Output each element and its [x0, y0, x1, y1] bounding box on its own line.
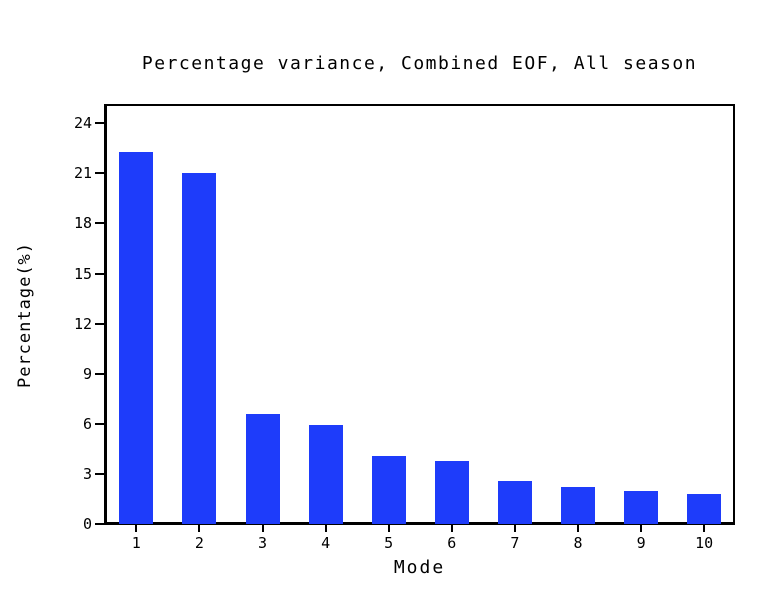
y-tick-label: 18	[73, 214, 92, 233]
x-tick	[450, 525, 453, 532]
y-tick	[95, 322, 104, 325]
x-tick-label: 7	[510, 534, 520, 552]
y-tick-label: 15	[73, 264, 92, 283]
y-tick	[95, 272, 104, 275]
y-tick	[95, 122, 104, 125]
y-tick-label: 21	[73, 164, 92, 183]
bar-mode-1	[119, 151, 154, 524]
bar-mode-8	[561, 487, 595, 524]
x-tick	[703, 525, 706, 532]
x-tick-label: 8	[573, 534, 583, 552]
y-tick-label: 24	[73, 114, 92, 133]
bar-mode-2	[182, 173, 217, 524]
x-tick-label: 5	[384, 534, 394, 552]
x-tick	[198, 525, 201, 532]
y-tick	[95, 422, 104, 425]
chart-title: Percentage variance, Combined EOF, All s…	[141, 53, 698, 74]
x-tick	[324, 525, 327, 532]
x-tick-label: 10	[695, 534, 714, 552]
y-tick-label: 3	[82, 464, 92, 483]
x-tick	[577, 525, 579, 532]
x-tick	[513, 525, 516, 532]
x-tick-label: 3	[257, 534, 268, 552]
x-tick-label: 4	[321, 534, 331, 552]
bar-mode-7	[497, 480, 532, 524]
y-axis-label: Percentage(%)	[15, 241, 35, 389]
bar-mode-9	[624, 490, 659, 524]
bar-mode-10	[687, 493, 722, 524]
x-tick	[261, 525, 264, 532]
y-tick-label: 0	[82, 515, 92, 533]
x-axis-label: Mode	[393, 557, 446, 578]
y-tick	[95, 523, 104, 525]
x-tick-label: 6	[447, 534, 457, 552]
bar-mode-6	[434, 460, 469, 524]
bar-mode-3	[245, 413, 280, 524]
y-tick	[95, 172, 104, 175]
y-tick	[95, 222, 104, 225]
x-tick	[640, 525, 643, 532]
y-tick-label: 6	[82, 414, 92, 433]
x-tick	[387, 525, 390, 532]
y-tick	[95, 472, 104, 475]
bar-mode-4	[308, 425, 343, 524]
x-tick-label: 2	[194, 534, 204, 552]
bar-mode-5	[371, 455, 406, 524]
y-tick	[95, 372, 104, 375]
x-tick-label: 1	[131, 534, 141, 552]
y-tick-label: 9	[82, 364, 92, 383]
x-tick	[135, 525, 138, 532]
y-tick-label: 12	[73, 314, 92, 333]
x-tick-label: 9	[636, 534, 646, 552]
